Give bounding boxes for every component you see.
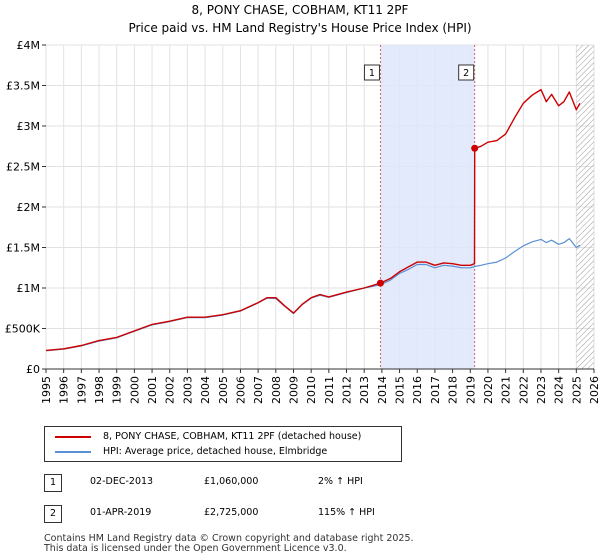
x-tick-label: 2000 xyxy=(128,376,141,404)
x-tick-label: 2003 xyxy=(181,376,194,404)
transaction-badge: 2 xyxy=(44,505,62,523)
x-tick-label: 2016 xyxy=(411,376,424,404)
transaction-price: £1,060,000 xyxy=(204,476,259,487)
transaction-badge: 1 xyxy=(44,474,62,492)
transaction-hpi-change: 115% ↑ HPI xyxy=(318,507,375,518)
y-tick-label: £1M xyxy=(17,282,41,295)
x-tick-label: 2011 xyxy=(323,376,336,404)
y-tick-label: £0 xyxy=(26,363,40,376)
x-tick-label: 2020 xyxy=(482,376,495,404)
x-tick-label: 2025 xyxy=(570,376,583,404)
x-tick-label: 2006 xyxy=(234,376,247,404)
sale-marker xyxy=(376,279,384,287)
x-tick-label: 1996 xyxy=(58,376,71,404)
transaction-row: 1 02-DEC-2013 £1,060,000 2% ↑ HPI xyxy=(0,474,600,494)
sale-marker xyxy=(471,144,479,152)
x-tick-label: 2024 xyxy=(553,376,566,404)
y-tick-label: £3M xyxy=(17,120,41,133)
transaction-row: 2 01-APR-2019 £2,725,000 115% ↑ HPI xyxy=(0,505,600,525)
x-tick-label: 2021 xyxy=(500,376,513,404)
legend: 8, PONY CHASE, COBHAM, KT11 2PF (detache… xyxy=(44,426,402,462)
x-tick-label: 2013 xyxy=(358,376,371,404)
x-tick-label: 2008 xyxy=(270,376,283,404)
x-tick-label: 2019 xyxy=(464,376,477,404)
x-tick-label: 2014 xyxy=(376,376,389,404)
y-tick-label: £4M xyxy=(17,39,41,52)
x-tick-label: 2015 xyxy=(394,376,407,404)
highlight-band xyxy=(380,45,475,369)
chart-subtitle: Price paid vs. HM Land Registry's House … xyxy=(128,21,472,35)
footer-licence: This data is licensed under the Open Gov… xyxy=(44,543,347,554)
x-tick-label: 2007 xyxy=(252,376,265,404)
x-tick-label: 2022 xyxy=(517,376,530,404)
x-tick-label: 2010 xyxy=(305,376,318,404)
legend-label-hpi: HPI: Average price, detached house, Elmb… xyxy=(103,446,328,457)
x-tick-label: 2023 xyxy=(535,376,548,404)
marker-badge-box xyxy=(363,64,380,81)
y-tick-label: £3.5M xyxy=(6,80,40,93)
future-hatch xyxy=(576,45,594,369)
x-tick-label: 2004 xyxy=(199,376,212,404)
y-tick-label: £2M xyxy=(17,201,41,214)
legend-swatch-property xyxy=(55,436,91,438)
x-tick-label: 2009 xyxy=(287,376,300,404)
transaction-hpi-change: 2% ↑ HPI xyxy=(318,476,363,487)
transaction-price: £2,725,000 xyxy=(204,507,259,518)
legend-label-property: 8, PONY CHASE, COBHAM, KT11 2PF (detache… xyxy=(103,431,362,442)
y-tick-label: £1.5M xyxy=(6,242,40,255)
x-tick-label: 1998 xyxy=(93,376,106,404)
x-tick-label: 1995 xyxy=(40,376,53,404)
price-chart: 1 2 £0 £500K £1M £1.5M £2M £2.5M £3M £3.5M £4M 199… xyxy=(5,39,600,404)
x-tick-label: 2026 xyxy=(588,376,600,404)
x-tick-label: 2002 xyxy=(164,376,177,404)
series-line-property xyxy=(46,88,581,352)
chart-title: 8, PONY CHASE, COBHAM, KT11 2PF xyxy=(191,3,409,17)
y-tick-label: £2.5M xyxy=(6,161,40,174)
y-tick-label: £500K xyxy=(5,323,41,336)
footer-copyright: Contains HM Land Registry data © Crown c… xyxy=(44,533,414,544)
transaction-date: 02-DEC-2013 xyxy=(90,476,154,487)
x-tick-label: 1997 xyxy=(75,376,88,404)
marker-badge-label: 2 xyxy=(463,68,469,79)
x-tick-label: 1999 xyxy=(111,376,124,404)
marker-badge-label: 1 xyxy=(369,68,375,79)
x-tick-label: 2001 xyxy=(146,376,159,404)
legend-swatch-hpi xyxy=(55,451,91,453)
x-tick-label: 2017 xyxy=(429,376,442,404)
x-tick-label: 2012 xyxy=(341,376,354,404)
transaction-date: 01-APR-2019 xyxy=(90,507,152,518)
x-tick-label: 2018 xyxy=(447,376,460,404)
x-tick-label: 2005 xyxy=(217,376,230,404)
marker-badge-box xyxy=(458,64,475,81)
